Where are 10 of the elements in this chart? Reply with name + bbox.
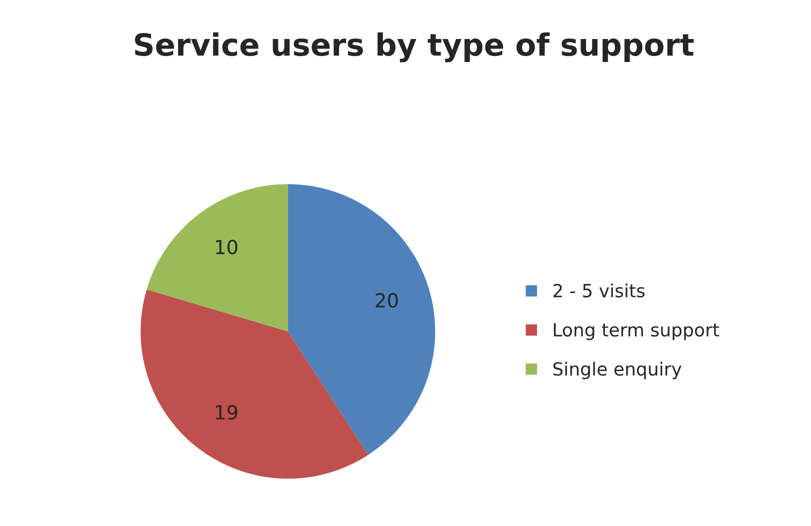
data-label: 10: [216, 240, 238, 254]
pie-slice: [288, 184, 436, 455]
legend-label: Long term support: [554, 323, 720, 340]
chart-title: Service users by type of support: [134, 32, 694, 62]
pie-slice: [146, 184, 288, 332]
legend-label: 2 - 5 visits: [553, 284, 645, 298]
data-label: 20: [376, 292, 398, 308]
legend-label: Single enquiry: [553, 362, 682, 380]
pie-slice: [140, 289, 368, 479]
data-label: 19: [216, 404, 238, 420]
